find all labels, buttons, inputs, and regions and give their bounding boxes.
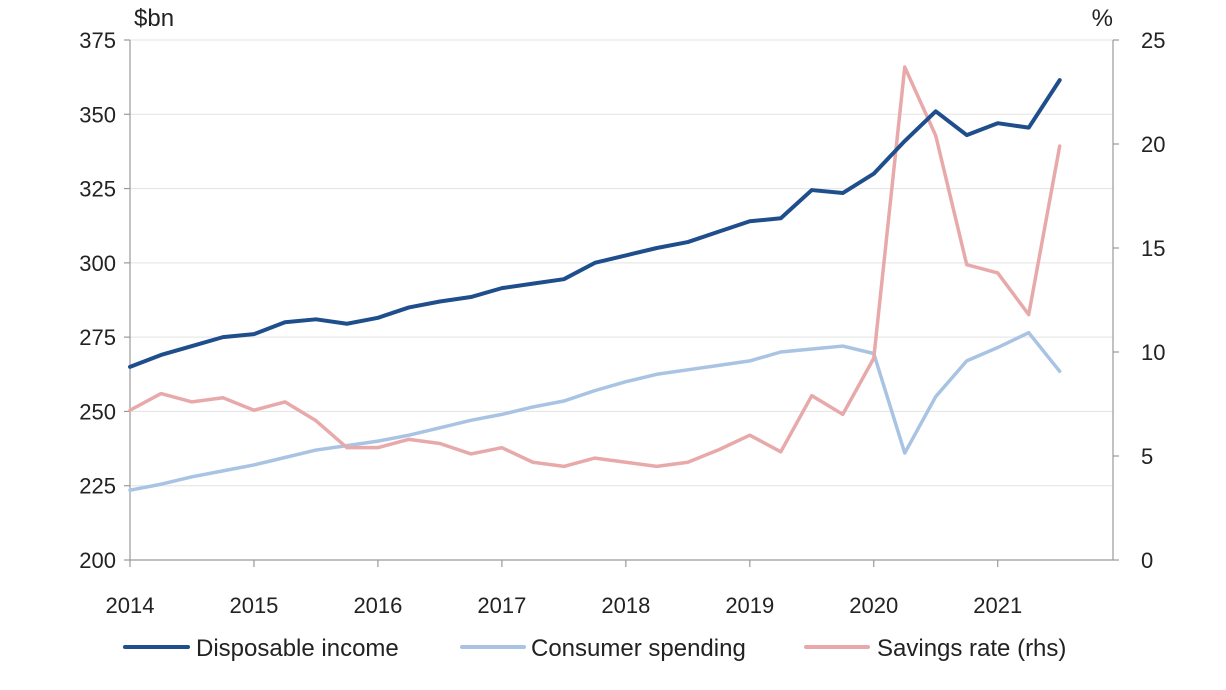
left-tick-label: 250	[79, 399, 116, 424]
right-tick-label: 5	[1141, 444, 1153, 469]
left-tick-label: 200	[79, 548, 116, 573]
x-tick-label: 2014	[106, 593, 155, 618]
right-tick-label: 0	[1141, 548, 1153, 573]
x-tick-label: 2015	[229, 593, 278, 618]
left-tick-label: 300	[79, 251, 116, 276]
x-tick-label: 2021	[973, 593, 1022, 618]
left-tick-label: 275	[79, 325, 116, 350]
legend: Disposable income Consumer spending Saving…	[123, 635, 1066, 662]
series-line-consumer-spending	[128, 330, 1062, 492]
left-axis-unit-label: $bn	[134, 5, 174, 32]
series-lines	[128, 65, 1062, 492]
x-tick-label: 2016	[353, 593, 402, 618]
x-tick-label: 2017	[477, 593, 526, 618]
left-tick-label: 350	[79, 102, 116, 127]
series-line-disposable-income	[128, 78, 1062, 369]
x-tick-label: 2018	[601, 593, 650, 618]
legend-label: Savings rate (rhs)	[877, 635, 1066, 662]
gridlines	[130, 39, 1113, 487]
right-tick-label: 25	[1141, 28, 1165, 53]
left-tick-label: 325	[79, 177, 116, 202]
right-tick-label: 10	[1141, 340, 1165, 365]
axes: $bn %	[129, 5, 1114, 561]
x-tick-label: 2019	[725, 593, 774, 618]
right-axis-unit-label: %	[1092, 5, 1113, 32]
tick-labels: 200 225 250 275 300 325 350 375 0 5 10 15 20 25 2014 20…	[79, 28, 1165, 618]
x-tick-label: 2020	[849, 593, 898, 618]
left-tick-label: 375	[79, 28, 116, 53]
legend-label: Consumer spending	[531, 635, 746, 662]
series-line-savings-rate-rhs	[128, 65, 1062, 469]
right-tick-label: 15	[1141, 236, 1165, 261]
left-tick-label: 225	[79, 474, 116, 499]
right-tick-label: 20	[1141, 132, 1165, 157]
legend-label: Disposable income	[196, 635, 399, 662]
